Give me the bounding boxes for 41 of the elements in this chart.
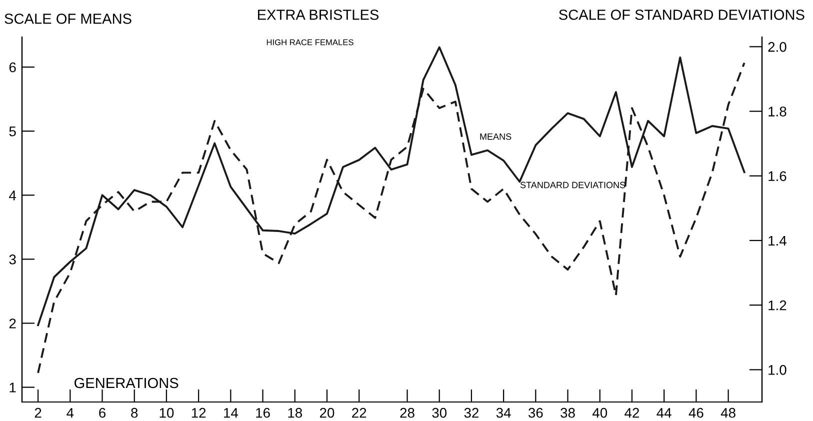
y2-tick-label: 1.6 [768,171,786,182]
x-tick-label: 16 [256,408,270,418]
y-tick-label: 6 [9,62,16,72]
x-tick-label: 28 [400,408,414,418]
x-tick-label: 14 [224,408,238,418]
x-tick-label: 8 [131,408,138,418]
y-tick-label: 2 [9,318,16,328]
x-tick-label: 10 [160,408,174,418]
x-tick-label: 48 [720,408,736,418]
x-tick-label: 46 [688,408,704,418]
chart-title: EXTRA BRISTLES [258,10,379,20]
y-tick-label: 5 [9,126,16,136]
x-tick-label: 30 [432,408,447,418]
x-tick-label: 36 [528,408,543,418]
x-tick-label: 32 [464,408,478,418]
x-tick-label: 34 [496,408,511,418]
y2-tick-label: 2.0 [768,42,786,52]
x-tick-label: 12 [192,408,206,418]
y-tick-label: 3 [9,254,16,264]
x-tick-label: 20 [320,408,334,418]
y-tick-label: 4 [9,190,16,200]
y2-tick-label: 1.4 [768,236,786,246]
x-tick-label: 44 [656,408,672,418]
x-tick-label: 38 [560,408,575,418]
y2-tick-label: 1.2 [768,300,786,310]
x-tick-label: 4 [66,408,74,418]
chart-subtitle: HIGH RACE FEMALES [266,39,354,46]
x-tick-label: 42 [624,408,640,418]
x-tick-label: 22 [352,408,366,418]
series-label: MEANS [480,133,512,140]
y2-tick-label: 1.8 [768,106,786,116]
y2-tick-label: 1.0 [768,365,786,375]
y2-axis-title: SCALE OF STANDARD DEVIATIONS [559,10,804,20]
x-tick-label: 2 [34,408,42,418]
y-axis-title: SCALE OF MEANS [4,14,132,24]
y-tick-label: 1 [10,382,16,392]
x-tick-label: 18 [288,408,302,418]
x-tick-label: 40 [592,408,608,418]
x-tick-label: 6 [99,408,106,418]
series-label: STANDARD DEVIATIONS [520,182,626,188]
x-axis-title: GENERATIONS [74,378,178,388]
